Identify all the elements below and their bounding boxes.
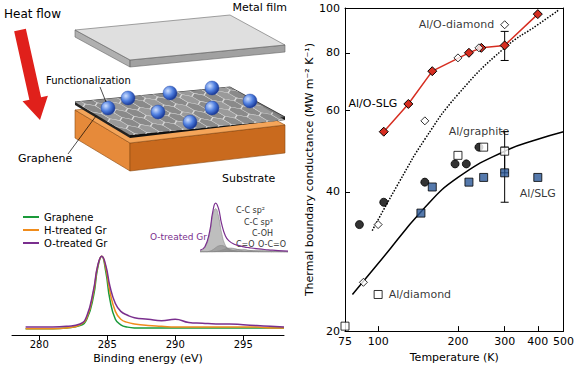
svg-text:Graphene: Graphene [44,212,93,223]
svg-text:Thermal boundary conductance (: Thermal boundary conductance (MW m⁻² K⁻¹… [303,43,316,297]
svg-text:Graphene: Graphene [18,152,72,165]
svg-text:75: 75 [338,335,352,348]
svg-text:20: 20 [326,324,340,338]
svg-text:40: 40 [326,185,340,198]
svg-text:C-C sp²: C-C sp² [236,206,265,215]
svg-text:Al/SLG: Al/SLG [520,187,556,200]
svg-text:80: 80 [326,46,340,59]
svg-text:Metal film: Metal film [232,1,287,14]
svg-text:C-C sp³: C-C sp³ [244,218,273,227]
svg-text:C-OH: C-OH [252,229,273,238]
svg-text:280: 280 [30,339,49,350]
svg-text:100: 100 [319,2,340,15]
svg-text:Heat flow: Heat flow [4,7,61,21]
svg-text:Al/diamond: Al/diamond [389,288,451,301]
svg-text:290: 290 [166,339,185,350]
svg-text:Al/graphite: Al/graphite [449,125,510,138]
svg-text:100: 100 [368,335,389,348]
svg-text:O-C=O: O-C=O [258,240,286,249]
svg-text:285: 285 [98,339,117,350]
svg-text:O-treated Gr: O-treated Gr [44,238,108,249]
svg-text:200: 200 [447,335,468,348]
svg-text:O-treated Gr: O-treated Gr [150,232,207,242]
svg-text:H-treated Gr: H-treated Gr [44,225,108,236]
svg-text:295: 295 [234,339,253,350]
svg-text:Functionalization: Functionalization [46,75,131,86]
svg-text:Al/O-diamond: Al/O-diamond [419,18,494,31]
svg-text:60: 60 [326,104,340,117]
svg-text:Substrate: Substrate [222,172,276,185]
svg-text:300: 300 [494,335,515,348]
svg-text:Temperature (K): Temperature (K) [409,351,499,364]
svg-text:500: 500 [553,335,574,348]
svg-text:400: 400 [527,335,548,348]
svg-text:Al/O-SLG: Al/O-SLG [348,97,397,110]
svg-text:C=O: C=O [236,239,255,249]
svg-text:Binding energy (eV): Binding energy (eV) [93,352,203,365]
